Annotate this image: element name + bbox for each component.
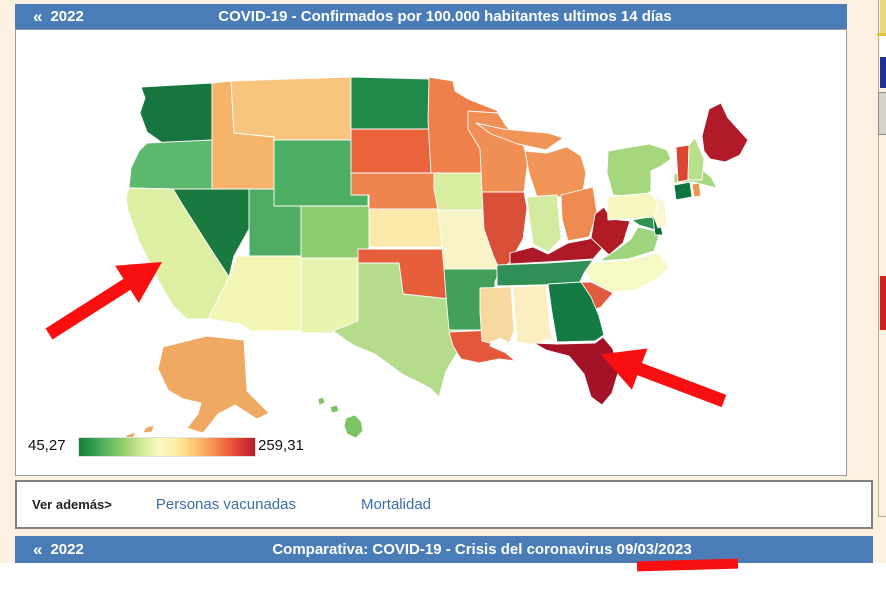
state-ND bbox=[350, 76, 434, 130]
right-edge-red-block bbox=[880, 276, 886, 330]
state-ME bbox=[701, 102, 749, 163]
state-NM bbox=[300, 257, 359, 334]
state-MI bbox=[475, 122, 564, 151]
state-HI bbox=[329, 404, 340, 414]
back-chevrons-icon: « bbox=[33, 539, 43, 559]
state-VA bbox=[598, 226, 661, 262]
back-to-2022-button[interactable]: « 2022 bbox=[33, 4, 84, 29]
state-CA bbox=[125, 187, 230, 320]
annotation-arrow bbox=[45, 262, 162, 340]
right-edge-gray-block bbox=[878, 92, 886, 135]
state-NC bbox=[580, 252, 670, 293]
state-IN bbox=[526, 194, 562, 253]
state-MT bbox=[230, 76, 352, 141]
date-underline-annotation bbox=[636, 558, 739, 572]
bottom-header-bar: « 2022 Comparativa: COVID-19 - Crisis de… bbox=[15, 536, 873, 563]
right-sidebar-border-foot bbox=[878, 516, 886, 517]
back-chevrons-icon: « bbox=[33, 6, 43, 26]
top-header-bar: « 2022 COVID-19 - Confirmados por 100.00… bbox=[15, 4, 847, 29]
right-edge-yellow-rule bbox=[877, 33, 886, 36]
legend-min-value: 45,27 bbox=[28, 437, 66, 454]
state-MS bbox=[479, 286, 515, 344]
state-CT bbox=[673, 181, 693, 201]
annotation-arrow bbox=[600, 348, 727, 408]
state-HI bbox=[343, 414, 364, 439]
color-scale-legend: 45,27 259,31 bbox=[16, 435, 846, 459]
state-FL bbox=[533, 336, 619, 406]
state-SD bbox=[350, 128, 438, 174]
state-WI bbox=[467, 110, 529, 193]
right-edge-navy-block bbox=[880, 57, 886, 88]
link-personas-vacunadas[interactable]: Personas vacunadas bbox=[155, 496, 296, 513]
map-panel: 45,27 259,31 bbox=[15, 29, 847, 476]
state-NH bbox=[687, 137, 705, 181]
see-also-label: Ver además> bbox=[32, 497, 112, 512]
state-NJ bbox=[653, 196, 668, 229]
right-edge-white-gap bbox=[880, 36, 886, 57]
state-GA bbox=[547, 281, 605, 343]
legend-max-value: 259,31 bbox=[258, 437, 304, 454]
link-mortalidad[interactable]: Mortalidad bbox=[360, 496, 432, 513]
comparative-title: Comparativa: COVID-19 - Crisis del coron… bbox=[272, 541, 692, 558]
right-sidebar-border bbox=[878, 0, 879, 517]
state-AK bbox=[157, 335, 270, 434]
state-PA bbox=[606, 192, 659, 221]
state-AK bbox=[142, 424, 155, 434]
state-WA bbox=[139, 82, 213, 145]
state-TX bbox=[332, 262, 465, 398]
year-label: 2022 bbox=[50, 8, 84, 25]
state-HI bbox=[317, 396, 326, 406]
state-MI bbox=[524, 146, 587, 198]
state-NY bbox=[606, 143, 672, 198]
us-map bbox=[45, 76, 749, 440]
map-title: COVID-19 - Confirmados por 100.000 habit… bbox=[218, 8, 672, 25]
year-label: 2022 bbox=[50, 541, 84, 558]
back-to-2022-button-bottom[interactable]: « 2022 bbox=[33, 536, 84, 563]
state-TN bbox=[496, 259, 594, 287]
legend-gradient bbox=[78, 437, 256, 457]
see-also-box: Ver además> Personas vacunadas Mortalida… bbox=[15, 480, 873, 529]
state-OR bbox=[128, 139, 213, 190]
right-edge-yellow-tab bbox=[880, 0, 886, 33]
state-RI bbox=[691, 182, 702, 198]
state-AL bbox=[512, 284, 554, 346]
state-VT bbox=[675, 144, 690, 183]
